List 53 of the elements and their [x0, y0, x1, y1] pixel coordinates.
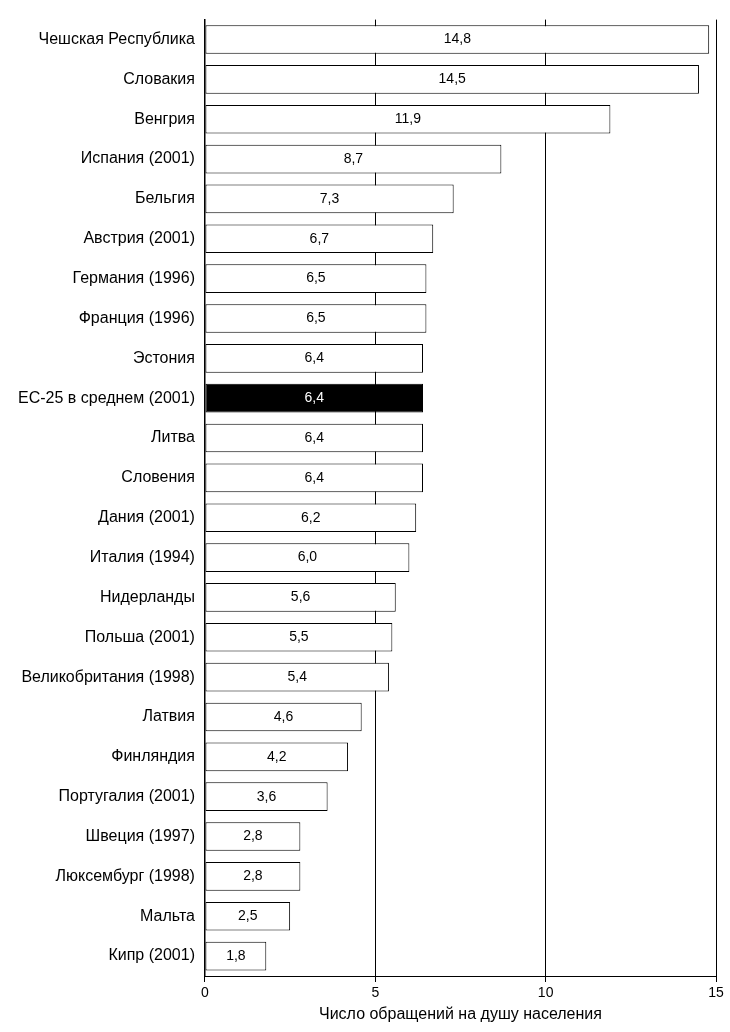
x-axis-title: Число обращений на душу населения [319, 1004, 602, 1022]
data-label: 14,5 [438, 70, 467, 87]
data-label: 7,3 [319, 189, 340, 206]
data-label: 6,4 [304, 428, 325, 445]
data-label: 6,5 [306, 269, 326, 286]
y-tick-label: Латвия [142, 707, 195, 725]
y-tick-label: Финляндия [111, 747, 195, 765]
data-label: 1,8 [226, 946, 246, 963]
x-tick-label: 5 [371, 984, 380, 1001]
y-tick-label: Дания (2001) [98, 508, 195, 526]
y-tick-label: Италия (1994) [89, 547, 195, 565]
data-label: 6,0 [297, 548, 318, 565]
data-label: 11,9 [394, 110, 422, 127]
y-tick-label: Швеция (1997) [85, 826, 195, 844]
y-tick-label: Испания (2001) [80, 149, 195, 167]
y-tick-label: Люксембург (1998) [55, 866, 195, 884]
x-tick-label: 10 [537, 984, 554, 1001]
data-label: 2,5 [238, 907, 258, 924]
x-tick-label: 15 [708, 984, 724, 1001]
x-tick-label: 0 [201, 984, 210, 1001]
y-tick-label: Мальта [140, 906, 196, 924]
y-tick-label: Бельгия [134, 189, 195, 207]
y-tick-label: Австрия (2001) [83, 229, 195, 247]
data-label: 14,8 [443, 30, 472, 47]
data-label: 4,6 [273, 707, 294, 724]
y-tick-label: Венгрия [134, 109, 195, 127]
y-tick-label: ЕС-25 в среднем (2001) [18, 388, 195, 406]
data-label: 4,2 [267, 747, 287, 764]
data-label: 3,6 [256, 787, 277, 804]
data-label: 6,4 [304, 389, 325, 406]
y-tick-label: Эстония [132, 348, 195, 366]
y-tick-label: Словакия [123, 69, 195, 87]
y-tick-label: Кипр (2001) [108, 946, 195, 964]
y-tick-label: Литва [150, 428, 196, 446]
data-label: 5,6 [290, 588, 311, 605]
data-label: 6,4 [304, 349, 325, 366]
data-label: 2,8 [243, 867, 263, 884]
y-tick-label: Португалия (2001) [58, 787, 195, 805]
data-label: 6,7 [309, 229, 330, 246]
y-tick-label: Чешская Республика [38, 29, 196, 47]
data-label: 5,5 [289, 628, 309, 645]
y-tick-label: Великобритания (1998) [21, 667, 195, 685]
y-tick-label: Польша (2001) [84, 627, 195, 645]
y-tick-label: Франция (1996) [78, 308, 195, 326]
data-label: 8,7 [343, 149, 364, 166]
data-label: 6,5 [306, 309, 326, 326]
data-label: 6,4 [304, 468, 325, 485]
y-tick-label: Словения [121, 468, 195, 486]
data-label: 6,2 [301, 508, 321, 525]
data-label: 2,8 [243, 827, 263, 844]
data-label: 5,4 [287, 667, 308, 684]
y-tick-label: Нидерланды [99, 587, 195, 605]
y-tick-label: Германия (1996) [72, 269, 195, 287]
